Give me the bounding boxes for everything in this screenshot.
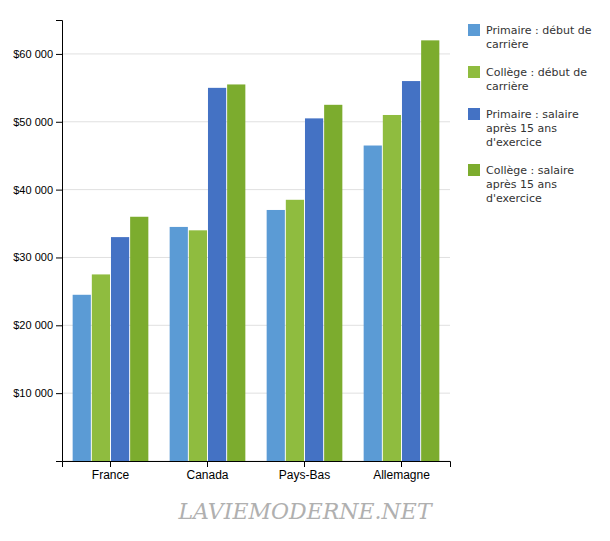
y-tick-mark bbox=[56, 122, 62, 123]
x-tick-label: Canada bbox=[186, 468, 228, 482]
legend-label-line: Primaire : début de bbox=[486, 24, 592, 37]
y-tick-mark bbox=[56, 190, 62, 191]
x-axis-line bbox=[63, 462, 451, 468]
y-axis: $10 000 $20 000 $30 000 $40 000 $50 000 $60 0… bbox=[13, 21, 62, 462]
bar bbox=[324, 105, 342, 461]
bar bbox=[286, 200, 304, 461]
bar bbox=[267, 210, 285, 461]
legend-label-line: après 15 ans bbox=[486, 178, 557, 191]
legend: Primaire : début decarrièreCollège : déb… bbox=[468, 24, 592, 205]
legend-item: Primaire : salaireaprès 15 ansd'exercice bbox=[468, 108, 579, 149]
legend-item: Collège : début decarrière bbox=[468, 66, 587, 93]
bar bbox=[383, 115, 401, 461]
legend-swatch bbox=[468, 164, 480, 176]
legend-label-line: d'exercice bbox=[486, 192, 542, 205]
legend-item: Primaire : début decarrière bbox=[468, 24, 592, 51]
x-tick-mark bbox=[401, 461, 402, 467]
y-tick: $60 000 bbox=[13, 48, 62, 60]
y-tick-label: $50 000 bbox=[13, 116, 53, 128]
y-tick-label: $20 000 bbox=[13, 319, 53, 331]
plot: France Canada Pays-Bas Allemagne $10 000 $20 … bbox=[13, 21, 450, 482]
y-tick: $20 000 bbox=[13, 319, 62, 331]
x-tick: France bbox=[92, 461, 130, 482]
bar bbox=[73, 295, 91, 461]
y-tick: $30 000 bbox=[13, 251, 62, 263]
y-tick-mark bbox=[56, 325, 62, 326]
legend-swatch bbox=[468, 24, 480, 36]
bar bbox=[130, 217, 148, 461]
y-axis-line bbox=[56, 21, 63, 462]
x-axis: France Canada Pays-Bas Allemagne bbox=[63, 461, 451, 482]
legend-label-line: carrière bbox=[486, 38, 529, 51]
x-tick-label: France bbox=[92, 468, 130, 482]
bar bbox=[189, 230, 207, 461]
legend-swatch bbox=[468, 108, 480, 120]
bar bbox=[305, 118, 323, 461]
bar bbox=[227, 84, 245, 461]
legend-label: Primaire : début decarrière bbox=[486, 24, 592, 51]
legend-swatch bbox=[468, 66, 480, 78]
watermark: LAVIEMODERNE.NET bbox=[177, 499, 433, 524]
bar-series bbox=[92, 115, 401, 461]
legend-label-line: d'exercice bbox=[486, 136, 542, 149]
bar bbox=[402, 81, 420, 461]
x-tick: Canada bbox=[186, 461, 228, 482]
y-tick-mark bbox=[56, 461, 62, 462]
y-tick-label: $10 000 bbox=[13, 387, 53, 399]
legend-label-line: Collège : début de bbox=[486, 66, 587, 79]
x-tick: Pays-Bas bbox=[279, 461, 330, 482]
grid bbox=[62, 54, 450, 461]
y-tick-label: $60 000 bbox=[13, 48, 53, 60]
x-tick-mark bbox=[207, 461, 208, 467]
bar bbox=[208, 88, 226, 461]
x-tick-mark bbox=[110, 461, 111, 467]
legend-label-line: carrière bbox=[486, 80, 529, 93]
y-tick: $10 000 bbox=[13, 387, 62, 399]
y-tick-label: $30 000 bbox=[13, 251, 53, 263]
legend-label-line: après 15 ans bbox=[486, 122, 557, 135]
legend-label-line: Collège : salaire bbox=[486, 164, 574, 177]
y-tick-mark bbox=[56, 257, 62, 258]
y-tick-label: $40 000 bbox=[13, 184, 53, 196]
bars bbox=[73, 40, 440, 461]
bar bbox=[170, 227, 188, 461]
y-tick: $40 000 bbox=[13, 184, 62, 196]
x-tick: Allemagne bbox=[373, 461, 430, 482]
bar bbox=[421, 40, 439, 461]
y-tick bbox=[56, 461, 62, 462]
chart: France Canada Pays-Bas Allemagne $10 000 $20 … bbox=[0, 0, 610, 541]
y-tick: $50 000 bbox=[13, 116, 62, 128]
bar-series bbox=[130, 40, 439, 461]
y-tick-mark bbox=[56, 54, 62, 55]
grid-line bbox=[62, 53, 450, 54]
x-tick-mark bbox=[304, 461, 305, 467]
y-tick-mark bbox=[56, 393, 62, 394]
bar bbox=[111, 237, 129, 461]
legend-item: Collège : salaireaprès 15 ansd'exercice bbox=[468, 164, 574, 205]
legend-label: Collège : salaireaprès 15 ansd'exercice bbox=[486, 164, 574, 205]
legend-label-line: Primaire : salaire bbox=[486, 108, 579, 121]
bar bbox=[92, 274, 110, 461]
legend-label: Primaire : salaireaprès 15 ansd'exercice bbox=[486, 108, 579, 149]
x-tick-label: Pays-Bas bbox=[279, 468, 330, 482]
bar-series bbox=[111, 81, 420, 461]
x-tick-label: Allemagne bbox=[373, 468, 430, 482]
legend-label: Collège : début decarrière bbox=[486, 66, 587, 93]
bar bbox=[364, 146, 382, 461]
